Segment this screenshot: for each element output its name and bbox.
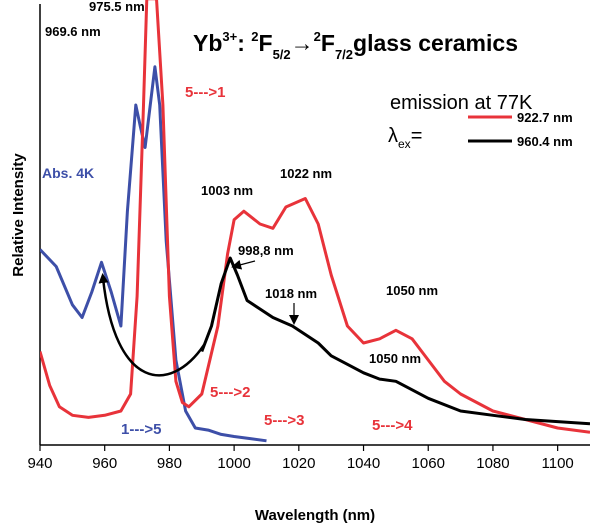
series-layer xyxy=(40,0,590,443)
x-tick-label: 1100 xyxy=(542,455,574,472)
x-axis-ticks: 940 960 980 1000 1020 1040 1060 1080 1100 xyxy=(27,445,574,472)
title-tail: glass ceramics xyxy=(353,30,518,56)
peak-label-998-8: 998,8 nm xyxy=(238,243,294,258)
legend: emission at 77K λex= 922.7 nm 960.4 nm xyxy=(388,92,573,151)
legend-entry-red-label: 922.7 nm xyxy=(517,110,573,125)
title-ion-charge: 3+ xyxy=(222,29,237,44)
title-arrow: → xyxy=(291,30,314,56)
peak-pointer-998-8 xyxy=(231,259,256,270)
legend-lambda-sub: ex xyxy=(398,137,411,151)
peak-label-975-5: 975.5 nm xyxy=(89,0,145,14)
abs-4k-label: Abs. 4K xyxy=(42,165,94,181)
x-tick-label: 1080 xyxy=(476,455,509,472)
title-state2-sub: 7/2 xyxy=(335,47,353,62)
title-sep: : xyxy=(237,30,251,56)
x-tick-label: 1040 xyxy=(347,455,380,472)
transition-label-5-3: 5--->3 xyxy=(264,412,304,429)
y-axis-title: Relative Intensity xyxy=(10,153,27,277)
title-ion: Yb xyxy=(193,30,222,56)
peak-label-1003: 1003 nm xyxy=(201,183,253,198)
peak-label-1022: 1022 nm xyxy=(280,166,332,181)
x-tick-label: 960 xyxy=(92,455,117,472)
energy-transfer-arrow xyxy=(98,273,206,377)
title-state2: F xyxy=(321,30,335,56)
peak-label-1050-red: 1050 nm xyxy=(386,283,438,298)
series-line-0 xyxy=(40,65,267,443)
legend-entry-black-label: 960.4 nm xyxy=(517,134,573,149)
legend-lambda-eq: = xyxy=(411,125,423,147)
x-tick-label: 980 xyxy=(157,455,182,472)
title-state2-pre: 2 xyxy=(314,29,321,44)
peak-label-1050-black: 1050 nm xyxy=(369,351,421,366)
peak-label-969-6: 969.6 nm xyxy=(45,24,101,39)
peak-label-1018: 1018 nm xyxy=(265,286,317,301)
transition-label-1-5: 1--->5 xyxy=(121,421,161,438)
x-tick-label: 1000 xyxy=(217,455,250,472)
transition-label-5-2: 5--->2 xyxy=(210,384,250,401)
legend-lambda: λex= xyxy=(388,125,422,151)
x-tick-label: 1020 xyxy=(282,455,315,472)
transition-label-5-4: 5--->4 xyxy=(372,417,413,434)
x-tick-label: 1060 xyxy=(412,455,445,472)
title-state1-sub: 5/2 xyxy=(273,47,291,62)
legend-heading: emission at 77K xyxy=(390,92,533,114)
title-state1: F xyxy=(259,30,273,56)
x-tick-label: 940 xyxy=(27,455,52,472)
series-line-2 xyxy=(200,256,590,426)
chart-title: Yb3+: 2F5/2→2F7/2glass ceramics xyxy=(193,29,518,62)
title-state1-pre: 2 xyxy=(251,29,258,44)
transition-label-5-1: 5--->1 xyxy=(185,84,225,101)
x-axis-title: Wavelength (nm) xyxy=(255,507,375,524)
series-line-1 xyxy=(40,0,590,434)
